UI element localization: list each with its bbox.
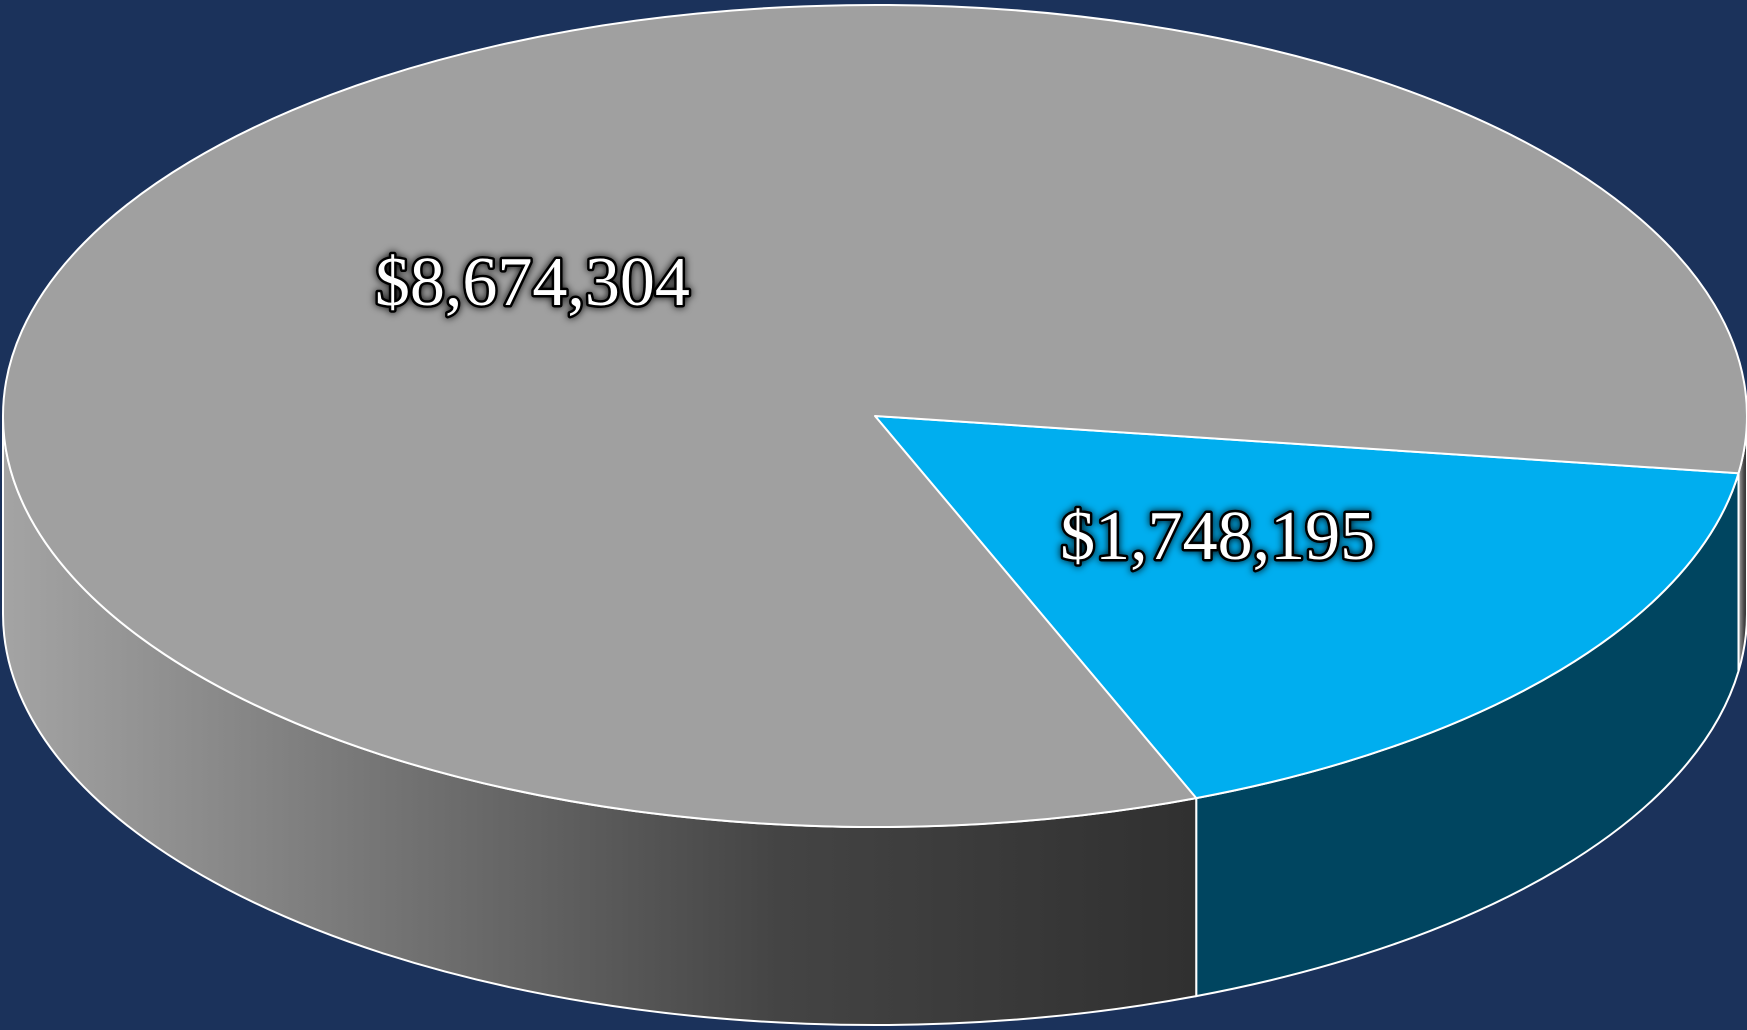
pie-slice bbox=[2, 4, 1747, 828]
value-label: $1,748,195 bbox=[1060, 498, 1375, 575]
pie-tops bbox=[2, 4, 1747, 828]
pie-slice bbox=[874, 415, 1740, 800]
value-label: $8,674,304 bbox=[375, 244, 690, 321]
pie-labels: $1,748,195 $8,674,304 bbox=[372, 242, 1377, 578]
